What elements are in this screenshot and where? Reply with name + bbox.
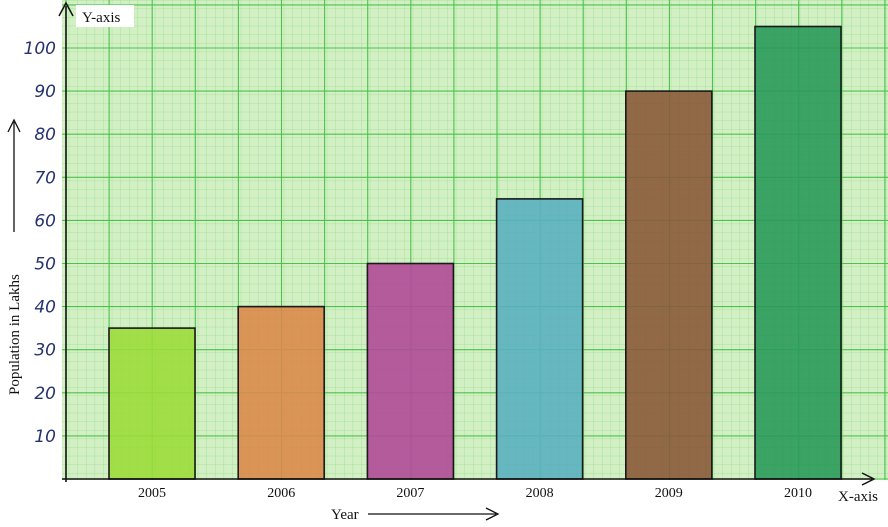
y-tick-label-70: 70 [34, 168, 56, 188]
y-label-arrow-icon [7, 118, 21, 133]
y-tick-label-30: 30 [34, 341, 56, 361]
bars-group [108, 25, 842, 480]
bar-2006 [237, 305, 325, 480]
bar-2009 [624, 90, 713, 480]
graph-paper-minor-grid [62, 0, 888, 480]
bar-2008 [495, 198, 584, 480]
y-tick-label-100: 100 [24, 39, 56, 59]
x-tick-label-2008: 2008 [526, 486, 554, 501]
x-tick-labels: 2005 2006 2007 2008 2009 2010 [138, 486, 812, 501]
x-tick-label-2010: 2010 [784, 486, 812, 501]
bar-2010 [754, 25, 842, 480]
y-tick-label-60: 60 [34, 211, 56, 231]
x-axis-arrow-icon [861, 472, 876, 486]
y-axis-name-box [76, 5, 134, 27]
x-label-arrow-icon [485, 507, 500, 521]
y-tick-label-20: 20 [34, 384, 56, 404]
x-axis-label: Year [331, 507, 359, 523]
x-tick-label-2005: 2005 [138, 486, 166, 501]
x-tick-label-2007: 2007 [396, 486, 424, 501]
y-tick-labels: 10 20 30 40 50 60 70 80 90 100 [24, 39, 56, 447]
bar-2005 [108, 327, 196, 480]
y-axis-name: Y-axis [82, 10, 120, 26]
y-tick-label-10: 10 [34, 427, 56, 447]
y-tick-label-80: 80 [34, 125, 56, 145]
y-axis-label: Population in Lakhs [7, 274, 23, 395]
y-axis-arrow-icon [58, 1, 74, 17]
y-tick-label-40: 40 [34, 298, 56, 318]
y-tick-label-90: 90 [34, 82, 56, 102]
bar-2007 [366, 262, 455, 480]
y-tick-label-50: 50 [34, 255, 56, 275]
x-tick-label-2009: 2009 [655, 486, 683, 501]
x-tick-label-2006: 2006 [267, 486, 295, 501]
x-axis-name: X-axis [838, 489, 878, 505]
